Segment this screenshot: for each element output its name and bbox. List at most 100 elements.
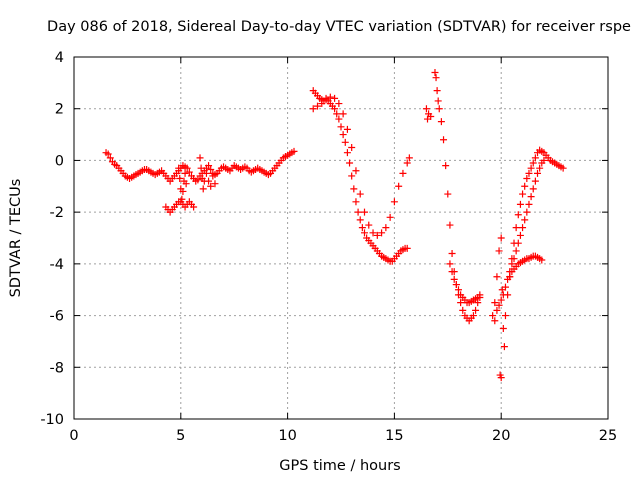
data-point [514, 211, 522, 219]
data-point [454, 286, 462, 294]
data-point [333, 110, 341, 118]
data-point [531, 154, 539, 162]
data-point [343, 125, 351, 133]
chart-grid [74, 57, 608, 419]
data-point [512, 247, 520, 255]
data-point [459, 306, 467, 314]
data-point [431, 69, 439, 77]
data-point [202, 169, 210, 177]
data-point [446, 221, 454, 229]
data-point [442, 162, 450, 170]
data-point [314, 102, 322, 110]
data-point [435, 105, 443, 113]
data-point [450, 275, 458, 283]
data-point [516, 231, 524, 239]
data-point [434, 97, 442, 105]
data-point [519, 190, 527, 198]
data-point [433, 87, 441, 95]
data-point [348, 144, 356, 151]
y-axis-label: SDTVAR / TECUs [8, 179, 24, 298]
data-point [348, 172, 356, 180]
data-point [178, 195, 186, 203]
data-point [346, 159, 354, 167]
x-tick-label: 10 [278, 428, 296, 444]
data-point [403, 244, 411, 252]
data-point [343, 149, 351, 157]
series-arc4-b [491, 156, 548, 325]
data-point [499, 325, 507, 332]
series-arc4-outlier [496, 371, 505, 382]
data-point [196, 154, 204, 162]
data-point [536, 164, 544, 172]
series-arc4 [489, 146, 567, 351]
data-point [446, 260, 454, 268]
data-point [360, 229, 368, 237]
x-tick-label: 20 [492, 428, 510, 444]
data-point [309, 105, 317, 113]
series-arc1-spike6 [196, 154, 219, 193]
series-arc3-b [446, 260, 484, 307]
data-point [352, 198, 360, 206]
data-point [437, 118, 445, 126]
plot-frame [73, 56, 609, 420]
data-point [457, 299, 465, 307]
data-point [205, 162, 213, 170]
data-point [432, 74, 440, 82]
data-point [185, 168, 193, 176]
series-arc1-spike5 [175, 164, 190, 203]
data-point [390, 198, 398, 206]
data-point [516, 200, 524, 208]
data-point [197, 164, 205, 172]
data-point [106, 154, 114, 162]
data-point [529, 159, 537, 167]
data-point [523, 208, 531, 216]
data-point [365, 221, 373, 229]
x-axis-label: GPS time / hours [279, 458, 400, 474]
data-point [350, 185, 358, 193]
data-point [183, 164, 191, 172]
y-tick-label: -10 [40, 412, 64, 428]
data-point [472, 306, 480, 314]
data-point [179, 187, 187, 195]
data-point [194, 176, 202, 184]
data-point [352, 167, 360, 175]
data-point [326, 93, 334, 101]
data-point [403, 159, 411, 167]
data-point [335, 115, 343, 123]
data-point [356, 190, 364, 198]
data-point [373, 231, 381, 239]
data-point [369, 229, 377, 237]
data-point [382, 224, 390, 232]
data-point [358, 224, 366, 232]
y-tick-label: 4 [55, 50, 64, 66]
data-point [354, 208, 362, 216]
data-point [190, 203, 198, 211]
data-point [523, 175, 531, 183]
chart-marks [102, 69, 567, 382]
data-point [422, 105, 430, 113]
data-point [497, 234, 505, 242]
data-point [495, 301, 503, 309]
data-point [335, 100, 343, 108]
data-point [452, 281, 460, 289]
data-point [531, 177, 539, 185]
data-point [181, 169, 189, 177]
data-point [339, 131, 347, 139]
data-point [501, 283, 509, 291]
data-point [405, 154, 413, 162]
data-point [444, 190, 452, 198]
x-tick-label: 5 [176, 428, 185, 444]
data-point [399, 169, 407, 177]
data-point [497, 296, 505, 304]
data-point [175, 164, 183, 172]
series-arc2 [309, 87, 411, 265]
data-point [427, 112, 435, 120]
data-point [199, 185, 207, 193]
data-point [182, 180, 190, 188]
data-point [525, 169, 533, 177]
y-tick-label: 2 [55, 102, 64, 118]
data-point [499, 291, 507, 299]
data-point [527, 164, 535, 172]
data-point [448, 250, 456, 258]
